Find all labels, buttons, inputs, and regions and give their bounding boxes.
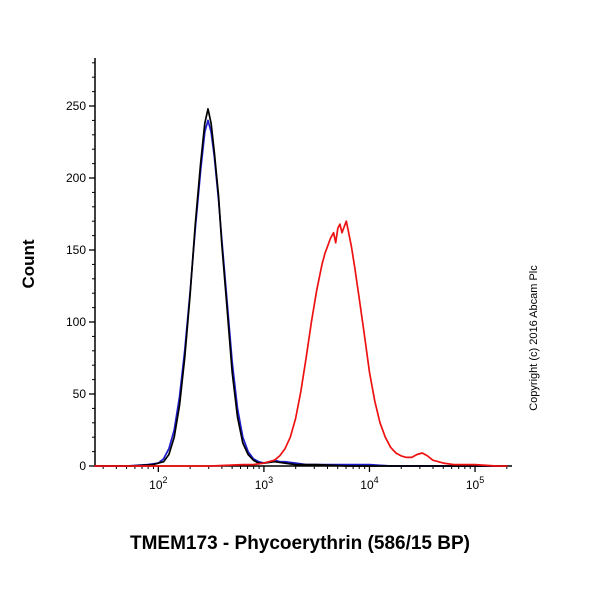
axes-layer	[89, 58, 512, 472]
curve-control-blue	[94, 119, 508, 467]
curve-control-black	[94, 108, 508, 467]
y-tick-label: 0	[79, 459, 86, 473]
y-tick-label: 50	[73, 387, 87, 401]
y-tick-label: 150	[66, 243, 86, 257]
y-tick-label: 200	[66, 171, 86, 185]
x-tick-label: 102	[149, 475, 167, 492]
curves-layer	[94, 108, 508, 467]
x-tick-label: 103	[255, 475, 273, 492]
x-tick-label: 105	[466, 475, 484, 492]
curve-tmem173-pe-red	[94, 220, 508, 467]
copyright-text: Copyright (c) 2016 Abcam Plc	[528, 265, 540, 411]
chart-title: TMEM173 - Phycoerythrin (586/15 BP)	[130, 533, 470, 554]
y-tick-label: 100	[66, 315, 86, 329]
y-tick-label: 250	[66, 99, 86, 113]
tick-labels-layer: 0 50 100 150 200 250 102 103 104 105	[66, 99, 484, 492]
y-axis-title: Count	[19, 239, 38, 288]
x-tick-label: 104	[360, 475, 378, 492]
